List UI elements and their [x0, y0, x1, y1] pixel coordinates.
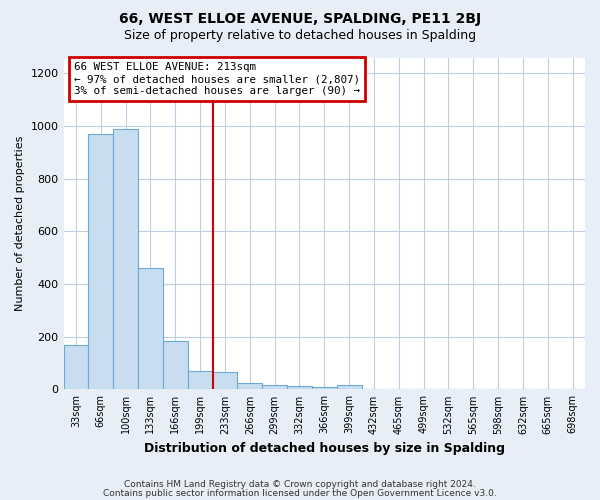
Text: 66, WEST ELLOE AVENUE, SPALDING, PE11 2BJ: 66, WEST ELLOE AVENUE, SPALDING, PE11 2B… [119, 12, 481, 26]
Bar [113, 128, 138, 390]
Bar [163, 340, 188, 390]
Bar [337, 384, 362, 390]
Text: Contains HM Land Registry data © Crown copyright and database right 2024.: Contains HM Land Registry data © Crown c… [124, 480, 476, 489]
Bar [262, 384, 287, 390]
Bar [64, 344, 88, 390]
Text: 66 WEST ELLOE AVENUE: 213sqm
← 97% of detached houses are smaller (2,807)
3% of : 66 WEST ELLOE AVENUE: 213sqm ← 97% of de… [74, 62, 360, 96]
Text: Size of property relative to detached houses in Spalding: Size of property relative to detached ho… [124, 29, 476, 42]
Bar [138, 268, 163, 390]
Text: Contains public sector information licensed under the Open Government Licence v3: Contains public sector information licen… [103, 488, 497, 498]
Bar [212, 372, 238, 390]
Y-axis label: Number of detached properties: Number of detached properties [15, 136, 25, 311]
Bar [312, 387, 337, 390]
Bar [238, 383, 262, 390]
Bar [287, 386, 312, 390]
Bar [188, 371, 212, 390]
X-axis label: Distribution of detached houses by size in Spalding: Distribution of detached houses by size … [144, 442, 505, 455]
Bar [88, 134, 113, 390]
